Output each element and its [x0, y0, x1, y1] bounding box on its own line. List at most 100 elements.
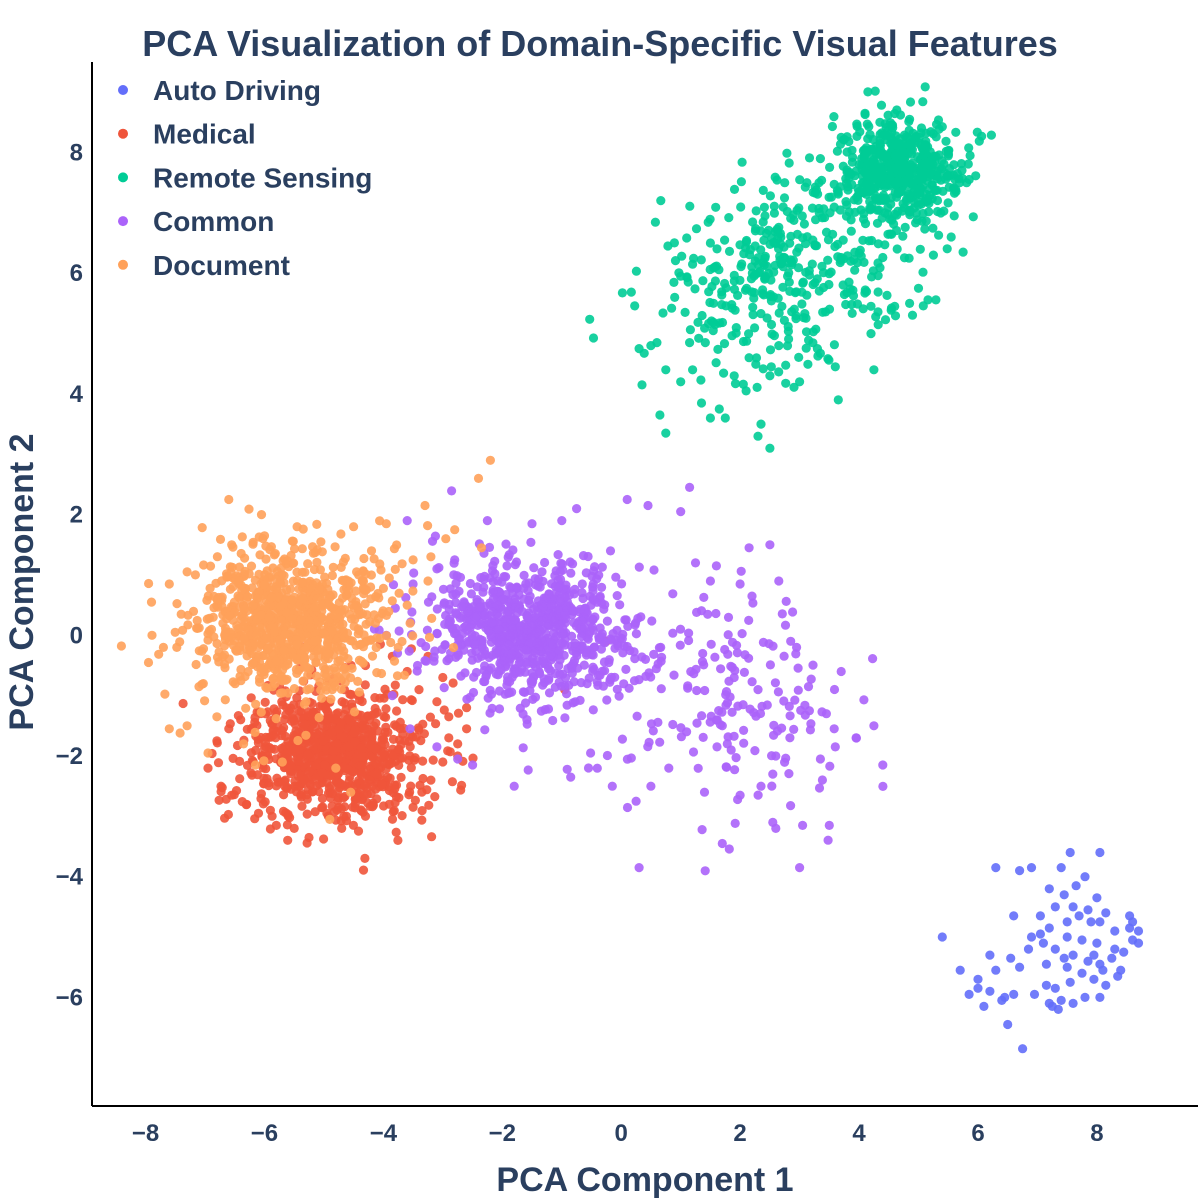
- scatter-point: [1003, 1019, 1013, 1030]
- scatter-point: [720, 235, 730, 245]
- scatter-point: [191, 659, 201, 670]
- scatter-point: [720, 413, 730, 423]
- legend-item-auto-driving[interactable]: Auto Driving: [118, 75, 321, 106]
- scatter-point: [205, 583, 215, 593]
- series-document: [116, 455, 495, 825]
- scatter-point: [850, 265, 860, 275]
- scatter-point: [589, 642, 599, 652]
- scatter-point: [190, 570, 200, 580]
- scatter-point: [598, 681, 609, 691]
- scatter-point: [939, 159, 949, 169]
- scatter-point: [737, 157, 747, 167]
- legend-item-common[interactable]: Common: [118, 206, 274, 237]
- legend-item-remote-sensing[interactable]: Remote Sensing: [118, 162, 372, 193]
- scatter-point: [346, 787, 356, 797]
- scatter-point: [200, 696, 210, 706]
- scatter-point: [402, 516, 412, 526]
- scatter-point: [263, 644, 273, 654]
- scatter-point: [397, 811, 407, 821]
- scatter-point: [317, 701, 327, 711]
- scatter-point: [669, 670, 679, 680]
- scatter-point: [423, 521, 433, 531]
- scatter-point: [493, 612, 504, 622]
- scatter-point: [730, 765, 740, 775]
- scatter-point: [806, 674, 816, 684]
- scatter-point: [392, 671, 403, 681]
- scatter-point: [417, 806, 427, 816]
- scatter-point: [711, 202, 721, 212]
- scatter-point: [209, 603, 219, 613]
- scatter-point: [374, 625, 384, 635]
- scatter-point: [259, 531, 270, 541]
- scatter-point: [286, 550, 296, 561]
- scatter-point: [393, 835, 403, 846]
- scatter-point: [1050, 983, 1060, 993]
- scatter-point: [546, 600, 557, 610]
- scatter-point: [808, 327, 818, 337]
- legend-item-medical[interactable]: Medical: [118, 119, 256, 150]
- scatter-point: [420, 656, 430, 666]
- scatter-point: [176, 609, 186, 619]
- scatter-point: [283, 835, 293, 845]
- scatter-point: [387, 691, 397, 701]
- scatter-point: [338, 593, 348, 603]
- scatter-point: [299, 699, 310, 709]
- scatter-point: [358, 865, 369, 875]
- scatter-point: [468, 753, 478, 763]
- y-tick-label: −2: [56, 743, 83, 770]
- scatter-point: [212, 652, 223, 662]
- scatter-point: [691, 224, 702, 234]
- scatter-point: [322, 777, 332, 788]
- scatter-point: [664, 763, 674, 773]
- scatter-point: [843, 182, 853, 192]
- legend-item-document[interactable]: Document: [118, 250, 290, 281]
- scatter-point: [279, 571, 289, 581]
- scatter-point: [445, 747, 455, 757]
- scatter-point: [719, 339, 730, 349]
- scatter-point: [317, 693, 327, 703]
- scatter-point: [830, 362, 840, 372]
- scatter-point: [682, 233, 692, 243]
- scatter-point: [677, 251, 687, 261]
- scatter-point: [890, 151, 900, 161]
- scatter-point: [488, 577, 498, 587]
- scatter-point: [836, 132, 846, 142]
- scatter-point: [271, 781, 281, 791]
- scatter-point: [808, 660, 818, 670]
- scatter-point: [696, 375, 706, 385]
- scatter-point: [815, 754, 826, 764]
- scatter-point: [327, 626, 337, 636]
- scatter-point: [462, 724, 472, 734]
- scatter-point: [512, 583, 522, 593]
- scatter-point: [866, 329, 876, 339]
- scatter-point: [116, 641, 126, 651]
- scatter-point: [562, 764, 572, 774]
- scatter-point: [617, 634, 627, 644]
- scatter-point: [697, 657, 708, 667]
- scatter-point: [427, 592, 437, 602]
- scatter-point: [416, 638, 426, 648]
- scatter-point: [941, 136, 951, 146]
- scatter-point: [336, 717, 346, 728]
- scatter-point: [450, 525, 460, 535]
- scatter-point: [857, 178, 867, 188]
- scatter-point: [592, 574, 602, 584]
- scatter-point: [1095, 847, 1105, 858]
- scatter-point: [842, 167, 852, 177]
- scatter-point: [886, 133, 896, 143]
- scatter-point: [892, 105, 902, 115]
- scatter-point: [388, 580, 399, 590]
- scatter-point: [256, 610, 266, 620]
- scatter-point: [646, 672, 656, 682]
- scatter-point: [445, 584, 455, 594]
- scatter-point: [830, 241, 840, 252]
- scatter-point: [494, 624, 504, 635]
- scatter-point: [758, 185, 768, 195]
- scatter-point: [612, 591, 622, 601]
- scatter-point: [637, 380, 647, 390]
- scatter-point: [890, 301, 900, 311]
- scatter-point: [554, 646, 565, 656]
- scatter-point: [418, 773, 428, 784]
- scatter-point: [337, 823, 347, 834]
- scatter-point: [803, 682, 814, 692]
